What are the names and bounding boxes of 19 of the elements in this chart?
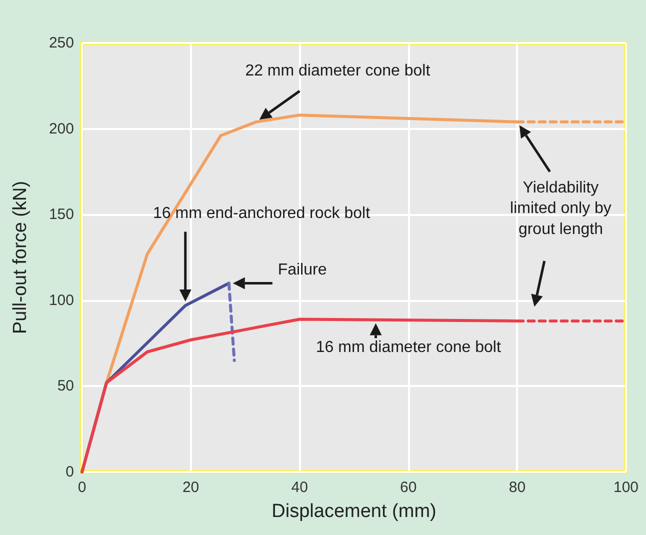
x-tick-label: 20: [182, 479, 200, 496]
x-tick-label: 0: [78, 479, 86, 496]
annotation: 22 mm diameter cone bolt: [245, 62, 431, 80]
x-axis-title: Displacement (mm): [272, 501, 436, 522]
x-tick-label: 60: [400, 479, 417, 496]
x-tick-label: 40: [291, 479, 308, 496]
y-tick-label: 250: [48, 34, 74, 52]
annotation: Failure: [278, 262, 327, 279]
x-tick-label: 80: [508, 479, 526, 496]
y-tick-label: 200: [48, 120, 74, 138]
y-tick-label: 0: [66, 464, 74, 480]
x-tick-label: 100: [613, 479, 639, 496]
annotation: 16 mm end-anchored rock bolt: [153, 205, 371, 222]
y-axis-title: Pull-out force (kN): [10, 180, 31, 334]
y-tick-label: 50: [57, 378, 74, 395]
annotation: Yieldability limited only by grout length: [510, 179, 612, 238]
y-tick-label: 150: [48, 206, 74, 224]
annotation: 16 mm diameter cone bolt: [316, 338, 502, 356]
y-tick-label: 100: [48, 292, 74, 309]
